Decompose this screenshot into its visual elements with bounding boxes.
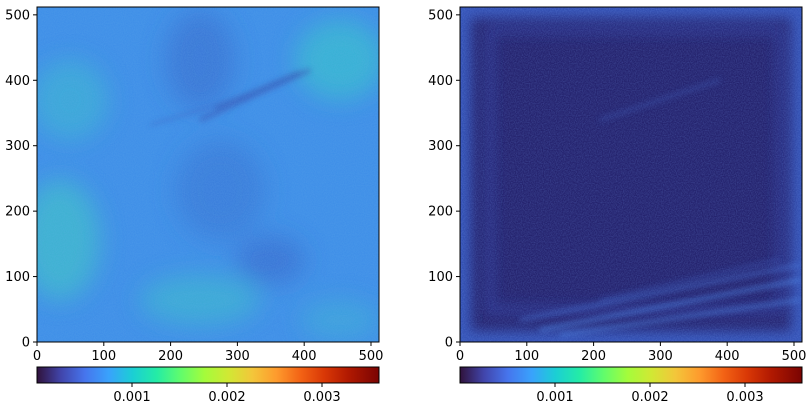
- heatmap-right: [460, 7, 802, 342]
- x-tick-label-left-400: 400: [292, 349, 317, 364]
- x-tick-label-right-0: 0: [456, 349, 464, 364]
- y-tick-label-left-100: 100: [5, 270, 30, 285]
- axes-frame-right: [459, 6, 803, 343]
- y-tick-label-right-200: 200: [428, 205, 453, 220]
- y-tick-label-right-500: 500: [428, 8, 453, 23]
- x-tick-label-right-400: 400: [715, 349, 740, 364]
- heatmap-left: [37, 7, 379, 342]
- y-tick-label-right-400: 400: [428, 74, 453, 89]
- y-tick-label-right-300: 300: [428, 139, 453, 154]
- x-tick-label-right-300: 300: [648, 349, 673, 364]
- heatmap-right-noise: [460, 7, 802, 342]
- axes-frame-left: [36, 6, 380, 343]
- y-tick-label-left-300: 300: [5, 139, 30, 154]
- y-tick-label-right-0: 0: [445, 336, 453, 351]
- colorbar-tick-label-right-0: 0.001: [536, 390, 573, 405]
- colorbar-tick-label-right-1: 0.002: [631, 390, 668, 405]
- heatmap-left-noise: [37, 7, 379, 342]
- x-tick-label-right-500: 500: [782, 349, 807, 364]
- x-tick-label-right-100: 100: [514, 349, 539, 364]
- colorbar-tick-label-left-0: 0.001: [113, 390, 150, 405]
- axes-ticks: 0 100 200 300 400 500 0 100 200 300 400 500 0.001 0.0…: [5, 8, 806, 405]
- y-tick-label-left-400: 400: [5, 74, 30, 89]
- x-tick-label-left-100: 100: [91, 349, 116, 364]
- x-tick-label-left-0: 0: [33, 349, 41, 364]
- y-tick-label-left-200: 200: [5, 205, 30, 220]
- y-tick-label-left-500: 500: [5, 8, 30, 23]
- colorbar-left: [36, 366, 380, 384]
- colorbar-tick-label-left-2: 0.003: [303, 390, 340, 405]
- colorbar-tick-label-right-2: 0.003: [726, 390, 763, 405]
- x-tick-label-left-200: 200: [158, 349, 183, 364]
- y-tick-label-left-0: 0: [22, 336, 30, 351]
- y-tick-label-right-100: 100: [428, 270, 453, 285]
- x-tick-label-right-200: 200: [581, 349, 606, 364]
- x-tick-label-left-300: 300: [225, 349, 250, 364]
- x-tick-label-left-500: 500: [359, 349, 384, 364]
- colorbar-right: [459, 366, 803, 384]
- colorbar-tick-label-left-1: 0.002: [208, 390, 245, 405]
